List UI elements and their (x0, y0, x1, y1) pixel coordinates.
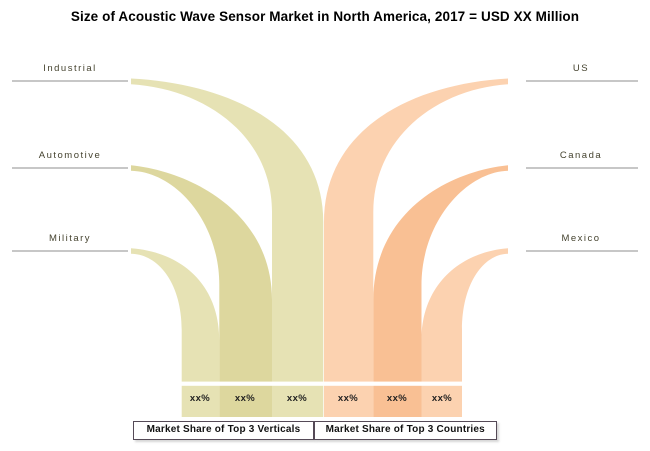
baseline-gap (175, 381, 469, 386)
share-value-automotive: xx% (234, 393, 256, 404)
line-us (526, 80, 638, 82)
share-value-canada: xx% (386, 393, 408, 404)
share-value-military: xx% (286, 393, 308, 404)
share-value-industrial: xx% (189, 393, 211, 404)
label-military: Military (48, 233, 92, 244)
flow-automotive (131, 165, 272, 417)
share-value-mexico: xx% (431, 393, 453, 404)
flow-us (324, 78, 508, 417)
label-automotive: Automotive (38, 150, 102, 161)
verticals-share-box: Market Share of Top 3 Verticals (133, 421, 314, 440)
flow-military (131, 248, 220, 417)
countries-share-box: Market Share of Top 3 Countries (314, 421, 497, 440)
label-canada: Canada (559, 150, 603, 161)
flow-canada (373, 165, 508, 417)
line-automotive (12, 167, 128, 169)
label-mexico: Mexico (561, 233, 601, 244)
flow-mexico (421, 248, 508, 417)
line-military (12, 250, 128, 252)
line-industrial (12, 80, 128, 82)
label-us: US (572, 63, 590, 74)
chart-title: Size of Acoustic Wave Sensor Market in N… (70, 9, 580, 24)
label-industrial: Industrial (43, 63, 97, 74)
flow-industrial (131, 78, 324, 417)
line-canada (526, 167, 638, 169)
share-value-us: xx% (337, 393, 359, 404)
line-mexico (526, 250, 638, 252)
